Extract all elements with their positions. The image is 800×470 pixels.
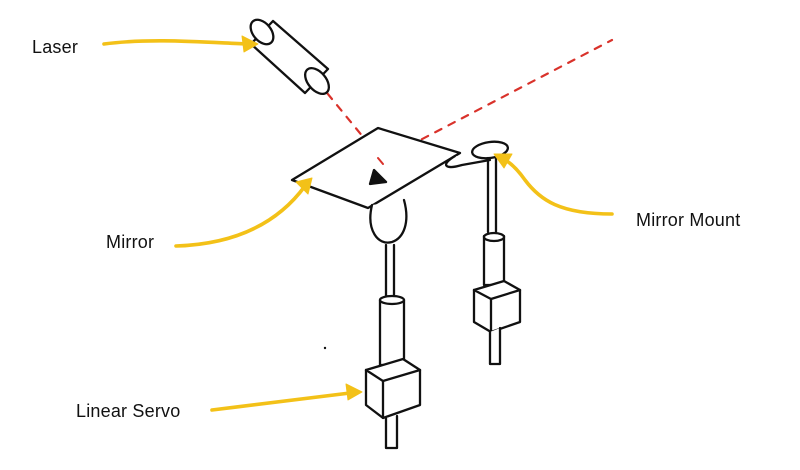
label-laser: Laser <box>32 37 79 57</box>
label-linear-servo: Linear Servo <box>76 401 181 421</box>
mirror-mount-callout-arrow <box>493 153 614 216</box>
mirror-hinge-icon <box>369 198 408 244</box>
label-mirror: Mirror <box>106 232 155 252</box>
linear-servo-callout-arrow <box>210 383 363 412</box>
mirror-icon <box>290 126 462 210</box>
ink-dot <box>323 346 327 350</box>
laser-icon <box>249 18 331 96</box>
front-linear-servo-icon <box>364 243 422 450</box>
rear-linear-servo-icon <box>472 231 522 366</box>
mirror-callout-arrow <box>174 177 313 248</box>
laser-beam <box>316 38 614 162</box>
laser-callout-arrow <box>102 35 259 53</box>
label-mirror-mount: Mirror Mount <box>636 210 741 230</box>
